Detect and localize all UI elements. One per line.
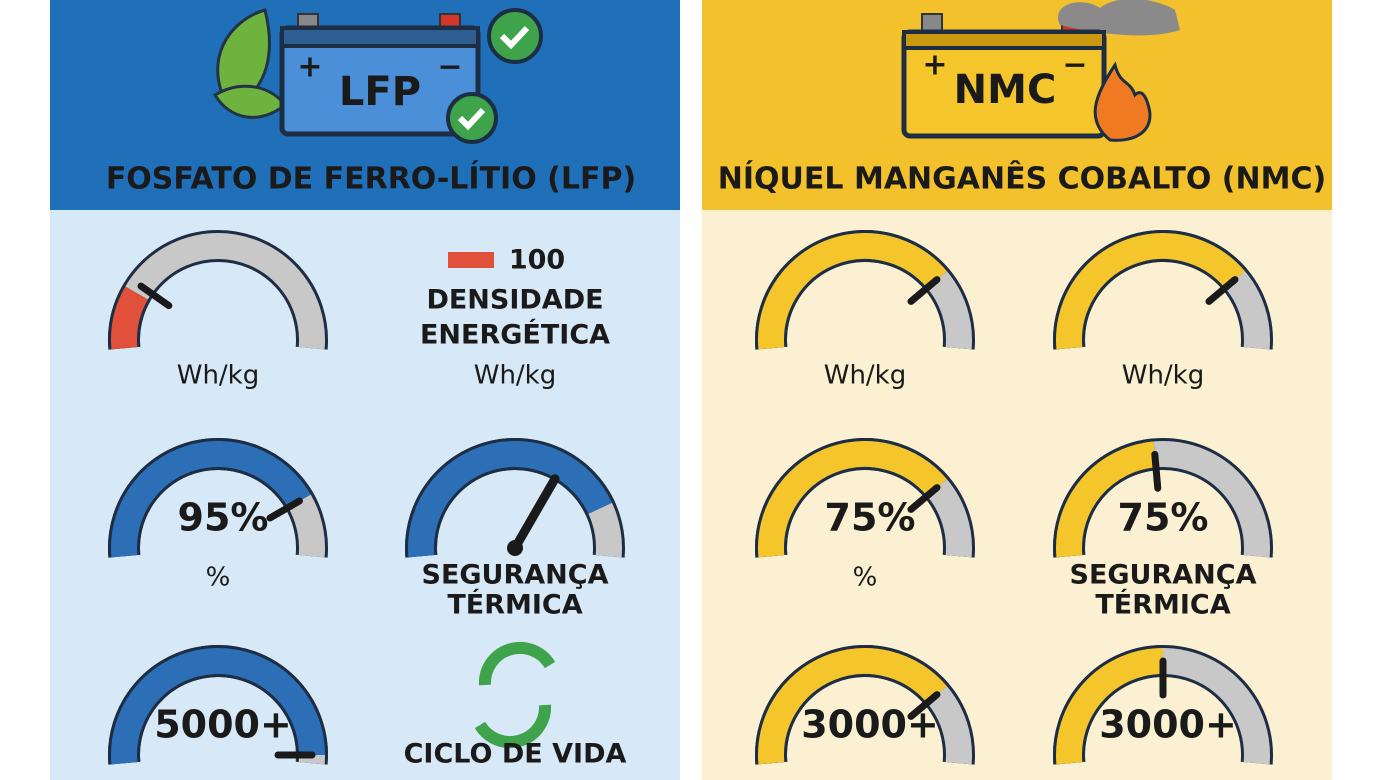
cell-unit: % xyxy=(853,563,878,593)
cell-unit: Wh/kg xyxy=(824,361,907,391)
gauge-needle xyxy=(907,276,941,305)
battery-plus: + xyxy=(922,48,947,83)
cell-value: 95% xyxy=(178,496,269,540)
panel-title: NÍQUEL MANGANÊS COBALTO (NMC) xyxy=(718,161,1326,197)
battery-plus: + xyxy=(297,50,322,85)
gauge-arc xyxy=(1056,648,1164,765)
nmc-battery-icon xyxy=(901,0,1180,142)
legend-swatch xyxy=(448,252,494,268)
cell-label: CICLO DE VIDA xyxy=(404,739,627,770)
gauge-arc xyxy=(1056,233,1245,350)
panel-title: FOSFATO DE FERRO-LÍTIO (LFP) xyxy=(106,161,636,197)
gauge-needle xyxy=(266,497,303,522)
gauge-needle xyxy=(1151,450,1162,492)
gauge-needle xyxy=(907,484,941,513)
cell-label: SEGURANÇA xyxy=(1070,560,1257,591)
cell-unit: % xyxy=(206,563,231,593)
gauge-needle xyxy=(907,691,941,720)
battery-label: NMC xyxy=(954,67,1057,113)
gauge-arc xyxy=(111,286,149,350)
cell-label: SEGURANÇA xyxy=(422,560,609,591)
gauge-needle xyxy=(1205,276,1239,305)
cell-label: ENERGÉTICA xyxy=(420,319,610,351)
lfp-battery-icon xyxy=(212,8,543,144)
cycle-icon xyxy=(474,641,556,749)
cell-value: 3000+ xyxy=(1099,703,1237,747)
cell-label: TÉRMICA xyxy=(447,589,582,621)
gauge-arc xyxy=(758,441,947,558)
gauge-arc xyxy=(408,441,612,558)
cell-label: TÉRMICA xyxy=(1095,589,1230,621)
legend-value: 100 xyxy=(509,245,565,276)
battery-minus: − xyxy=(437,50,462,85)
gauge-arc xyxy=(758,233,947,350)
cell-value: 3000+ xyxy=(801,703,939,747)
battery-label: LFP xyxy=(339,69,421,115)
gauge-arc xyxy=(111,441,311,558)
gauge-needle xyxy=(510,474,560,553)
cell-value: 75% xyxy=(1118,496,1209,540)
gauge-needle xyxy=(137,282,173,310)
gauge-arc xyxy=(111,648,325,765)
cell-unit: Wh/kg xyxy=(177,361,260,391)
cell-value: 5000+ xyxy=(154,703,292,747)
cell-unit: Wh/kg xyxy=(1122,361,1205,391)
battery-minus: − xyxy=(1062,48,1087,83)
cell-label: DENSIDADE xyxy=(426,285,603,316)
gauge-hub xyxy=(507,540,523,556)
cell-value: 75% xyxy=(825,496,916,540)
gauge-arc xyxy=(758,648,947,765)
gauge-arc xyxy=(1056,441,1157,558)
cell-unit: Wh/kg xyxy=(474,361,557,391)
